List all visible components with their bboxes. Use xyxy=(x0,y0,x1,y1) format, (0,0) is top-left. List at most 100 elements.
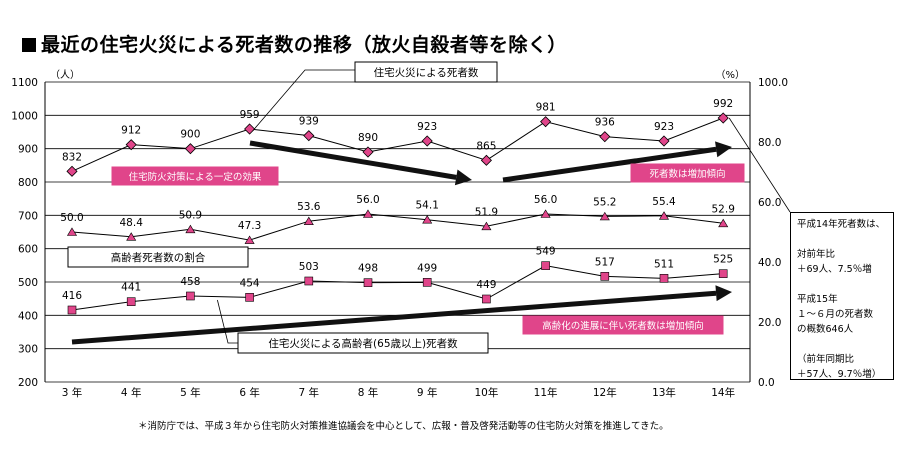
data-point-triangle xyxy=(422,215,433,224)
data-point-square xyxy=(126,297,136,306)
y-right-tick-label: 0.0 xyxy=(758,377,775,389)
series-line xyxy=(71,117,724,172)
data-point-square xyxy=(718,269,728,278)
data-label: 56.0 xyxy=(534,194,557,206)
data-point-triangle xyxy=(185,224,196,234)
note-line: の概数646人 xyxy=(797,324,854,335)
data-label: 923 xyxy=(654,121,674,133)
data-point-diamond xyxy=(362,146,374,158)
data-point-square xyxy=(245,293,254,302)
data-point-diamond xyxy=(244,123,256,135)
data-label: 416 xyxy=(62,290,82,302)
data-label: 959 xyxy=(240,109,260,121)
series-line xyxy=(71,265,724,311)
note-leader xyxy=(728,117,791,213)
data-point-diamond xyxy=(480,154,492,166)
data-label: 48.4 xyxy=(120,217,144,229)
note-line: １～６月の死者数 xyxy=(797,309,874,320)
data-label: 53.6 xyxy=(297,201,321,213)
data-label: 458 xyxy=(180,276,200,288)
data-label: 981 xyxy=(536,102,556,114)
trend-arrow-head xyxy=(715,141,732,158)
y-left-tick-label: 300 xyxy=(18,344,38,356)
data-label: 900 xyxy=(180,129,200,141)
series-line xyxy=(71,213,724,241)
y-left-tick-label: 900 xyxy=(18,144,38,156)
series-name-elderly-box xyxy=(237,332,489,354)
data-label: 992 xyxy=(713,98,733,110)
page-title-text: 最近の住宅火災による死者数の推移（放火自殺者等を除く） xyxy=(41,34,567,56)
trend-arrow-head xyxy=(454,169,472,186)
y-left-tick-label: 400 xyxy=(18,310,38,322)
annotation-trend3-box xyxy=(522,315,724,335)
y-left-tick-label: 800 xyxy=(18,177,38,189)
data-point-triangle xyxy=(718,218,729,228)
data-label: 549 xyxy=(536,246,556,258)
data-point-diamond xyxy=(599,131,611,143)
data-label: 923 xyxy=(417,121,437,133)
x-tick-label: 14年 xyxy=(711,386,735,399)
data-point-triangle xyxy=(66,227,78,236)
annotation-trend2: 死者数は増加傾向 xyxy=(649,168,725,180)
data-point-triangle xyxy=(303,216,314,225)
x-tick-label: 13年 xyxy=(652,386,676,399)
x-tick-label: 11年 xyxy=(534,386,558,399)
data-label: 52.9 xyxy=(712,203,735,215)
note-line xyxy=(797,337,887,352)
data-point-square xyxy=(186,291,195,301)
data-label: 912 xyxy=(121,125,141,137)
data-point-triangle xyxy=(362,209,374,218)
data-point-diamond xyxy=(540,116,552,128)
footnote: ＊消防庁では、平成３年から住宅防火対策推進協議会を中心として、広報・普及啓発活動… xyxy=(138,421,669,432)
x-tick-label: 4 年 xyxy=(121,386,142,399)
data-point-square xyxy=(422,278,432,287)
data-point-diamond xyxy=(421,135,433,147)
y-left-unit: （人） xyxy=(50,69,80,81)
data-label: 939 xyxy=(299,116,319,128)
data-label: 511 xyxy=(654,258,674,270)
trend-arrow-head xyxy=(715,285,732,302)
data-label: 525 xyxy=(713,254,733,266)
note-box: 平成14年死者数は、 対前年比 ＋69人、7.5％増 平成15年 １～６月の死者数の… xyxy=(790,212,894,380)
note-line: 平成15年 xyxy=(797,294,838,305)
note-line xyxy=(797,277,887,292)
data-label: 499 xyxy=(417,262,437,274)
y-right-tick-label: 80.0 xyxy=(758,137,781,149)
data-point-diamond xyxy=(184,143,196,155)
note-line: 平成14年死者数は、 xyxy=(797,219,886,230)
data-point-square xyxy=(304,276,314,286)
y-right-unit: （%） xyxy=(715,69,745,81)
data-label: 54.1 xyxy=(416,200,439,212)
note-line: ＋57人、9.7％増） xyxy=(797,369,882,380)
y-left-tick-label: 600 xyxy=(18,244,38,256)
data-label: 55.2 xyxy=(593,196,616,208)
y-right-tick-label: 40.0 xyxy=(758,257,781,269)
annotation-trend1-box xyxy=(111,166,279,186)
axes: 200 300 400 500 600 700 800 900 1000 1100 0.0 20.0 4… xyxy=(11,69,788,399)
data-label: 50.9 xyxy=(179,209,202,221)
y-left-tick-label: 500 xyxy=(18,277,38,289)
data-label: 890 xyxy=(358,132,378,144)
x-tick-label: 12年 xyxy=(593,386,617,399)
y-left-tick-label: 1100 xyxy=(11,77,38,89)
series-name-elderly: 住宅火災による高齢者(65歳以上)死者数 xyxy=(268,337,458,350)
data-point-square xyxy=(67,305,77,315)
data-point-triangle xyxy=(244,235,255,244)
note-line: （前年同期比 xyxy=(797,354,855,365)
title-square-icon xyxy=(22,38,36,52)
y-right-tick-label: 20.0 xyxy=(758,317,781,329)
series-name-total: 住宅火災による死者数 xyxy=(374,66,479,79)
trend-arrow-shaft xyxy=(71,290,717,345)
x-tick-label: 9 年 xyxy=(417,386,438,399)
y-left-tick-label: 700 xyxy=(18,210,38,222)
data-point-square xyxy=(541,261,550,270)
series: 832 912 900 959 939 890 923 865 981 936 923 992 50.0… xyxy=(60,98,735,315)
data-point-square xyxy=(600,272,610,281)
data-label: 50.0 xyxy=(60,212,83,224)
data-label: 56.0 xyxy=(356,194,379,206)
data-point-square xyxy=(659,274,669,283)
y-right-tick-label: 100.0 xyxy=(758,77,788,89)
y-left-tick-label: 200 xyxy=(18,377,38,389)
data-label: 865 xyxy=(476,140,496,152)
